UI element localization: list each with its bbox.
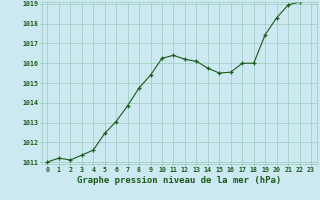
X-axis label: Graphe pression niveau de la mer (hPa): Graphe pression niveau de la mer (hPa)	[77, 176, 281, 185]
